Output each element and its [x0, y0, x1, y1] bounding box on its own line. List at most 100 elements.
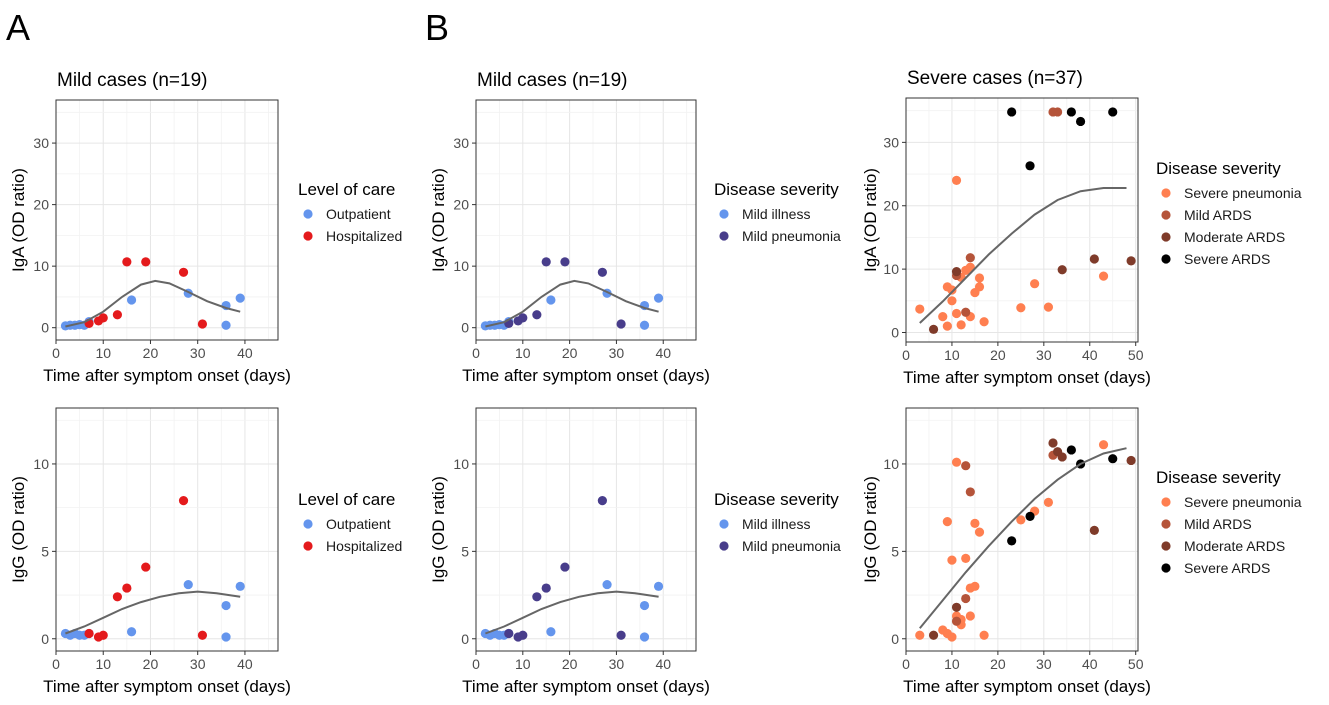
data-point [122, 257, 132, 267]
data-point [1016, 515, 1026, 525]
data-point [1025, 511, 1035, 521]
data-point [518, 313, 528, 323]
plot-border [55, 99, 279, 341]
data-point [112, 592, 123, 602]
data-point [961, 461, 971, 471]
data-point [1089, 525, 1099, 535]
legend-title: Disease severity [714, 490, 839, 509]
data-point [597, 267, 607, 277]
legend-label: Severe pneumonia [1184, 494, 1302, 510]
x-tick-label: 10 [944, 656, 960, 672]
data-point [974, 282, 985, 292]
y-axis-label: IgG (OD ratio) [861, 476, 880, 583]
data-point [956, 320, 966, 330]
data-point [541, 583, 551, 593]
data-point [235, 293, 245, 303]
legend-label: Hospitalized [326, 538, 402, 554]
data-point [1057, 452, 1067, 462]
data-point [639, 320, 650, 330]
legend-marker [1161, 519, 1171, 529]
y-tick-label: 20 [33, 197, 49, 213]
data-point [942, 517, 952, 527]
fit-curve [919, 447, 1127, 629]
x-tick-label: 0 [52, 345, 60, 361]
data-point [1098, 271, 1109, 281]
data-point [504, 628, 514, 639]
legend-label: Hospitalized [326, 228, 402, 244]
x-tick-label: 30 [190, 656, 206, 672]
legend-label: Mild pneumonia [742, 538, 841, 554]
plot-background [56, 408, 278, 651]
legend-marker [1161, 254, 1171, 264]
y-tick-label: 5 [891, 543, 899, 559]
x-tick-label: 10 [95, 656, 111, 672]
y-tick-label: 30 [883, 134, 899, 150]
x-tick-label: 40 [1082, 656, 1098, 672]
x-tick-label: 30 [1036, 347, 1052, 363]
y-tick-label: 10 [33, 258, 49, 274]
data-point [961, 307, 971, 317]
legend-marker [1161, 497, 1171, 507]
chart-title: Mild cases (n=19) [477, 70, 627, 91]
data-point [1075, 116, 1086, 127]
series-mild-pneumonia [504, 257, 626, 329]
y-tick-label: 0 [461, 631, 469, 647]
y-axis-label: IgG (OD ratio) [9, 476, 28, 583]
data-point [951, 267, 962, 277]
plot-border [905, 407, 1139, 652]
data-point [974, 273, 985, 283]
x-tick-label: 10 [515, 656, 531, 672]
legend-title: Level of care [298, 180, 395, 199]
y-tick-label: 0 [891, 631, 899, 647]
data-point [546, 295, 556, 305]
x-tick-label: 0 [472, 656, 480, 672]
data-point [947, 632, 957, 642]
y-tick-label: 30 [453, 135, 469, 151]
x-tick-label: 50 [1128, 347, 1144, 363]
x-tick-label: 50 [1128, 656, 1144, 672]
data-point [951, 616, 962, 626]
data-point [560, 562, 570, 572]
series-severe-ards [1007, 107, 1118, 171]
data-point [961, 553, 971, 563]
legend-label: Mild illness [742, 516, 810, 532]
legend-marker [1161, 188, 1171, 198]
x-axis-label: Time after symptom onset (days) [462, 366, 710, 385]
y-tick-label: 10 [883, 261, 899, 277]
data-point [1057, 265, 1067, 275]
fit-curve [485, 590, 659, 635]
data-point [965, 487, 975, 497]
plot-border [55, 407, 279, 652]
legend-marker [719, 209, 729, 219]
legend: Level of care Outpatient Hospitalized [298, 180, 402, 244]
data-point [1098, 440, 1109, 450]
data-point [183, 579, 193, 590]
panel-letter-a: A [6, 7, 30, 48]
data-point [974, 527, 985, 537]
x-tick-label: 10 [95, 345, 111, 361]
chart-B-IgG-severe: 0 10 20 30 40 50 0 5 10 Time after symptom onset … [861, 407, 1302, 696]
data-point [1043, 302, 1054, 312]
data-point [979, 317, 989, 327]
fit-curve [485, 279, 659, 328]
legend-label: Mild illness [742, 206, 810, 222]
y-tick-label: 0 [461, 320, 469, 336]
legend-label: Severe ARDS [1184, 251, 1270, 267]
legend: Level of care Outpatient Hospitalized [298, 490, 402, 554]
data-point [1043, 497, 1054, 508]
y-axis-label: IgA (OD ratio) [861, 168, 880, 272]
series-hospitalized [84, 257, 208, 329]
x-tick-label: 40 [1082, 347, 1098, 363]
data-point [928, 324, 939, 334]
data-point [1089, 254, 1099, 264]
data-point [126, 295, 137, 305]
data-point [942, 321, 952, 331]
y-tick-label: 0 [891, 324, 899, 340]
chart-title: Mild cases (n=19) [57, 70, 207, 91]
data-point [178, 267, 189, 277]
series-moderate-ards [928, 438, 1136, 640]
data-point [639, 600, 650, 611]
x-tick-label: 20 [562, 345, 578, 361]
x-tick-label: 40 [237, 345, 253, 361]
